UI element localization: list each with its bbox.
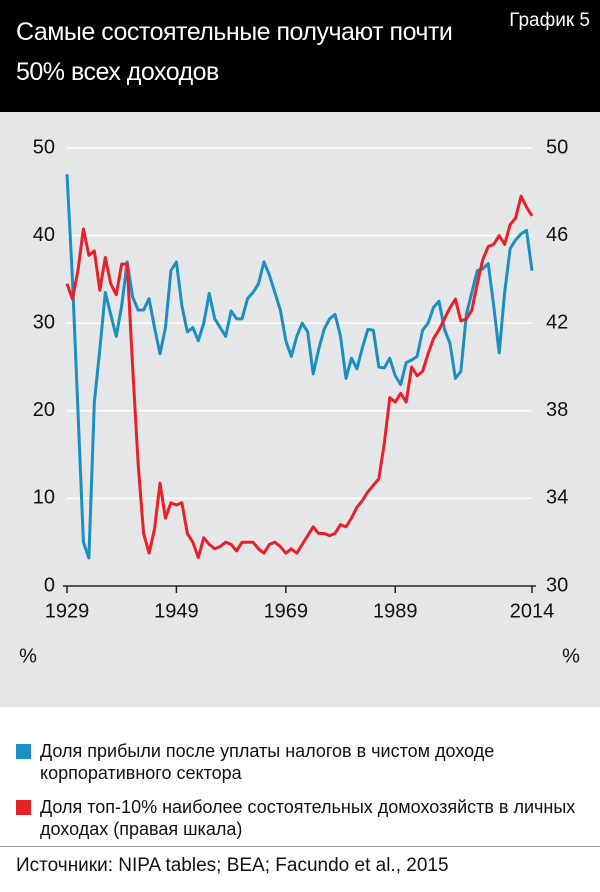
x-tick-label: 2014: [510, 600, 555, 622]
legend-entry: Доля топ-10% наиболее состоятельных домо…: [16, 796, 600, 840]
legend-swatch: [16, 800, 31, 815]
legend-swatch: [16, 744, 31, 759]
source: Источники: NIPA tables; BEA; Facundo et …: [16, 855, 449, 876]
x-tick-label: 1949: [154, 600, 199, 622]
x-tick-label: 1969: [264, 600, 309, 622]
y-unit: %: [19, 645, 37, 667]
chart-label: График 5: [509, 10, 590, 31]
series-line: [65, 174, 534, 560]
legend-text: Доля топ-10% наиболее состоятельных домо…: [40, 797, 576, 839]
y-tick-label: 30: [33, 311, 55, 333]
x-tick-label: 1929: [45, 600, 90, 622]
y-tick-label: 40: [33, 224, 55, 246]
plot-background: [0, 112, 600, 707]
y2-tick-label: 46: [546, 224, 568, 246]
y2-tick-label: 30: [546, 574, 568, 596]
y2-tick-label: 42: [546, 311, 568, 333]
chart-title: Самые состоятельные получают почти 50% в…: [16, 18, 453, 86]
y-tick-label: 0: [44, 574, 55, 596]
y-tick-label: 20: [33, 399, 55, 421]
series-line: [65, 194, 534, 560]
header: Самые состоятельные получают почти 50% в…: [0, 0, 600, 112]
legend-entry: Доля прибыли после уплаты налогов в чист…: [16, 740, 600, 784]
chart: 0 10 20 30 40 50 30 34 38 42 46 50 1929 1949 1969 1989 2…: [0, 112, 600, 707]
legend-text: Доля прибыли после уплаты налогов в чист…: [40, 741, 495, 783]
y2-tick-label: 38: [546, 399, 568, 421]
separator: [0, 846, 600, 847]
x-tick-label: 1989: [373, 600, 418, 622]
y-tick-label: 50: [33, 136, 55, 158]
y2-tick-label: 50: [546, 136, 568, 158]
y2-unit: %: [562, 645, 580, 667]
y-tick-label: 10: [33, 487, 55, 509]
y2-tick-label: 34: [546, 487, 568, 509]
